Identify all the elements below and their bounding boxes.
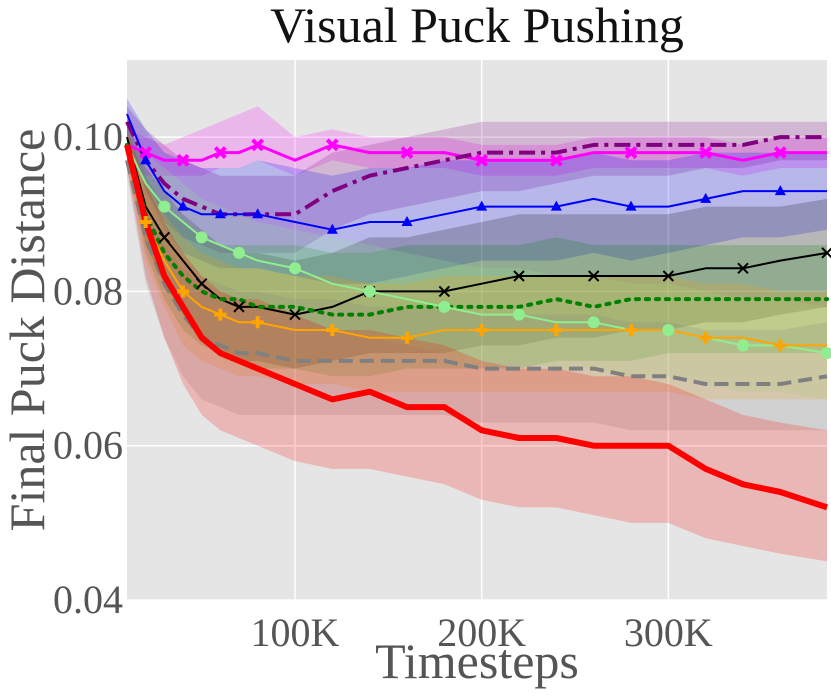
marker-lightgreen: [438, 300, 451, 313]
marker-black: [587, 270, 600, 282]
x-tick-label: 200K: [437, 610, 526, 655]
y-tick-label: 0.08: [53, 268, 123, 313]
marker-magenta: [213, 146, 227, 159]
marker-blue: [550, 200, 562, 211]
marker-lightgreen: [737, 339, 749, 352]
marker-orange: [401, 331, 413, 344]
x-tick-label: 100K: [251, 610, 340, 655]
y-axis-label: Final Puck Distance: [0, 129, 55, 532]
marker-blue: [326, 223, 338, 234]
marker-orange: [251, 316, 264, 329]
marker-lightgreen: [233, 246, 245, 259]
marker-blue: [700, 192, 712, 203]
marker-lightgreen: [363, 285, 376, 298]
marker-magenta: [624, 146, 638, 159]
marker-black: [662, 270, 675, 282]
marker-orange: [625, 324, 637, 336]
marker-blue: [476, 200, 488, 211]
marker-magenta: [400, 146, 414, 159]
line-purple: [125, 120, 827, 217]
marker-lightgreen: [662, 324, 675, 336]
marker-blue: [177, 200, 189, 211]
marker-black: [438, 285, 451, 298]
marker-blue: [140, 154, 152, 165]
marker-black: [158, 231, 171, 244]
marker-blue: [252, 208, 264, 219]
x-axis-label: Timesteps: [375, 633, 579, 689]
line-black: [126, 136, 828, 316]
line-red: [124, 144, 828, 511]
tick-labels: 0.04 0.06 0.08 0.10 100K 200K 300K: [53, 114, 713, 655]
y-tick-label: 0.06: [53, 423, 123, 468]
band-orange: [127, 137, 827, 400]
marker-lightgreen: [158, 200, 171, 213]
marker-lightgreen: [195, 231, 208, 244]
marker-magenta: [325, 138, 339, 152]
marker-black: [821, 247, 831, 259]
marker-blue: [214, 208, 226, 219]
line-green-dotted: [125, 142, 829, 317]
marker-lightgreen: [821, 347, 831, 360]
marker-black: [195, 278, 208, 290]
marker-orange: [550, 324, 563, 336]
marker-magenta: [699, 146, 713, 159]
marker-orange: [177, 285, 189, 298]
marker-orange: [699, 331, 712, 344]
band-lightgreen: [127, 129, 827, 400]
marker-magenta: [475, 153, 489, 167]
y-tick-label: 0.04: [53, 577, 123, 622]
y-tick-label: 0.10: [53, 114, 123, 159]
marker-magenta: [176, 153, 190, 167]
marker-blue: [774, 185, 786, 196]
marker-blue: [625, 200, 637, 211]
marker-orange: [214, 308, 227, 321]
marker-black: [737, 262, 749, 274]
marker-magenta: [251, 138, 265, 152]
marker-magenta: [773, 146, 787, 159]
x-tick-label: 300K: [624, 610, 713, 655]
marker-black: [289, 308, 301, 321]
chart-title: Visual Puck Pushing: [270, 0, 684, 53]
marker-orange: [139, 216, 152, 228]
marker-lightgreen: [513, 308, 525, 321]
marker-orange: [326, 324, 339, 336]
band-green-dotted: [127, 129, 827, 377]
line-gray: [125, 159, 828, 386]
marker-blue: [401, 216, 413, 226]
marker-lightgreen: [587, 316, 600, 329]
marker-black: [233, 301, 245, 313]
series-markers: [139, 138, 831, 360]
marker-orange: [475, 324, 488, 336]
marker-lightgreen: [289, 262, 301, 275]
band-red: [127, 129, 827, 562]
marker-magenta: [139, 146, 153, 159]
marker-magenta: [549, 153, 563, 167]
marker-black: [513, 270, 525, 282]
band-blue: [127, 98, 827, 284]
marker-orange: [774, 339, 787, 352]
